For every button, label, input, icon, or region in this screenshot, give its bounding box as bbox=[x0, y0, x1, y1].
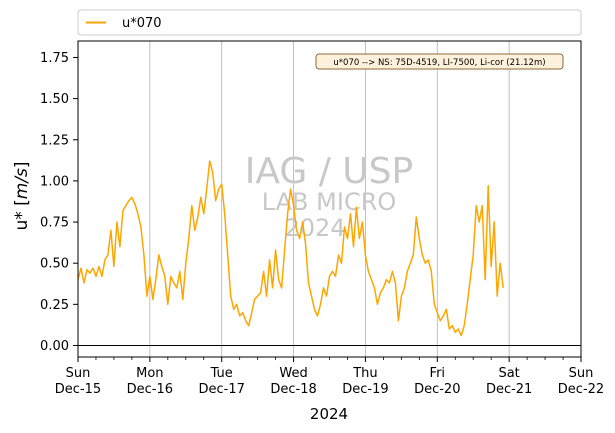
y-axis-label-unit: m/s bbox=[12, 168, 32, 199]
annotation: u*070 --> NS: 75D-4519, LI-7500, Li-cor … bbox=[315, 53, 564, 70]
x-tick-date: Dec-18 bbox=[270, 382, 316, 397]
watermark-line-3: 2024 bbox=[284, 214, 345, 242]
y-tick-label: 0.00 bbox=[40, 339, 69, 354]
x-tick-date: Dec-21 bbox=[486, 382, 532, 397]
x-tick-day: Sun bbox=[569, 366, 594, 381]
x-tick-day: Tue bbox=[210, 366, 233, 381]
x-tick-day: Wed bbox=[279, 366, 307, 381]
x-tick-date: Dec-20 bbox=[414, 382, 460, 397]
y-axis-label-close: ] bbox=[12, 161, 32, 168]
legend-box bbox=[77, 9, 582, 36]
y-axis-label-main: u* [ bbox=[12, 199, 32, 230]
x-tick-date: Dec-22 bbox=[558, 382, 604, 397]
x-axis-label: 2024 bbox=[310, 405, 348, 423]
watermark-line-1: IAG / USP bbox=[245, 151, 413, 192]
y-tick-label: 1.75 bbox=[40, 51, 69, 66]
y-tick-label: 0.50 bbox=[40, 257, 69, 272]
watermark: IAG / USP LAB MICRO 2024 bbox=[245, 151, 413, 242]
plot-area: IAG / USP LAB MICRO 2024 u*070 --> NS: 7… bbox=[77, 40, 582, 358]
x-tick-date: Dec-15 bbox=[55, 382, 101, 397]
legend-label: u*070 bbox=[122, 16, 162, 31]
x-tick-date: Dec-19 bbox=[342, 382, 388, 397]
y-tick-label: 1.50 bbox=[40, 92, 69, 107]
watermark-line-2: LAB MICRO bbox=[262, 188, 397, 216]
x-tick-date: Dec-17 bbox=[199, 382, 245, 397]
x-axis: SunDec-15MonDec-16TueDec-17WedDec-18ThuD… bbox=[55, 357, 604, 397]
gridlines bbox=[149, 41, 510, 357]
y-tick-label: 1.00 bbox=[40, 174, 69, 189]
y-axis-label: u* [m/s] bbox=[12, 161, 32, 230]
y-axis: 0.00 0.25 0.50 0.75 1.00 1.25 1.50 1.75 bbox=[40, 51, 78, 354]
x-tick-day: Mon bbox=[136, 366, 163, 381]
y-tick-label: 0.75 bbox=[40, 216, 69, 231]
legend: u*070 bbox=[77, 9, 582, 36]
x-tick-day: Thu bbox=[352, 366, 377, 381]
annotation-box bbox=[315, 53, 564, 70]
x-tick-day: Fri bbox=[430, 366, 446, 381]
x-tick-day: Sun bbox=[66, 366, 91, 381]
x-tick-date: Dec-16 bbox=[127, 382, 173, 397]
y-tick-label: 0.25 bbox=[40, 298, 69, 313]
series-line-u070 bbox=[77, 160, 504, 337]
y-tick-label: 1.25 bbox=[40, 133, 69, 148]
x-tick-day: Sat bbox=[498, 366, 519, 381]
annotation-text: u*070 --> NS: 75D-4519, LI-7500, Li-cor … bbox=[333, 58, 545, 68]
